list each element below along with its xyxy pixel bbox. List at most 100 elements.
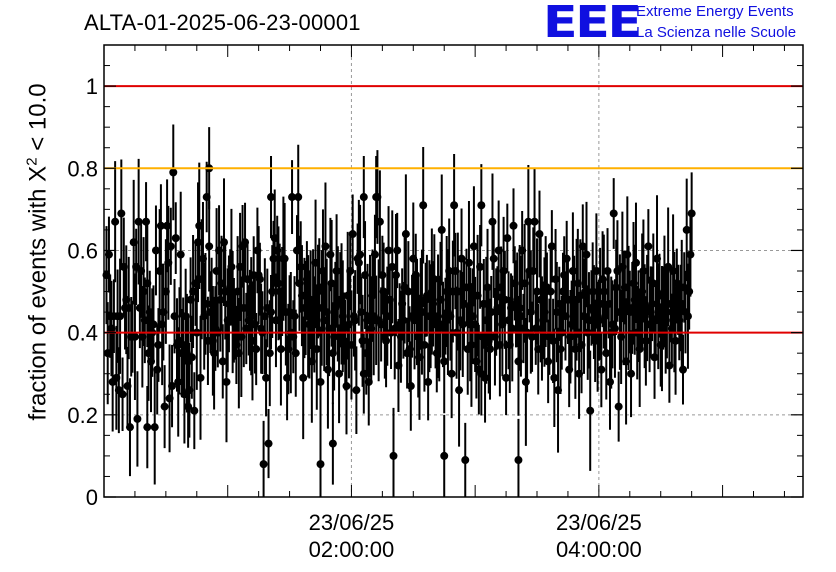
data-point	[427, 287, 436, 296]
data-point	[134, 217, 143, 226]
data-point	[406, 382, 415, 391]
data-point	[483, 283, 492, 292]
data-point	[139, 287, 148, 296]
data-point	[509, 221, 518, 230]
data-point	[429, 299, 438, 308]
data-point	[654, 312, 663, 321]
data-point	[239, 303, 248, 312]
data-point	[617, 332, 626, 341]
data-point	[404, 287, 413, 296]
data-point	[243, 275, 252, 284]
data-point	[516, 312, 525, 321]
data-point	[312, 345, 321, 354]
data-point	[278, 287, 287, 296]
data-point	[332, 267, 341, 275]
data-point	[391, 271, 400, 280]
data-point	[567, 320, 576, 329]
data-point	[447, 369, 456, 378]
data-point	[291, 349, 300, 358]
data-point	[528, 332, 537, 341]
data-point	[357, 308, 366, 317]
data-point	[627, 369, 636, 378]
data-point	[639, 267, 648, 275]
data-point	[546, 287, 555, 296]
data-point	[344, 320, 353, 329]
data-point	[657, 324, 666, 333]
data-point	[224, 299, 233, 308]
data-point	[628, 303, 637, 312]
data-point	[186, 295, 195, 304]
data-point	[417, 308, 426, 317]
data-point	[393, 246, 402, 255]
data-point	[473, 291, 482, 300]
data-point	[661, 316, 670, 325]
data-point	[494, 246, 503, 255]
data-point	[181, 312, 190, 321]
data-point	[630, 295, 639, 304]
data-point	[179, 340, 188, 349]
data-point	[383, 312, 392, 321]
data-point	[614, 402, 623, 411]
data-point	[315, 283, 324, 292]
data-point	[116, 312, 125, 321]
data-point	[111, 217, 120, 226]
data-point	[462, 283, 471, 292]
data-point	[555, 299, 564, 308]
y-tick-label: 0.4	[67, 321, 98, 346]
data-point	[382, 336, 391, 345]
data-point	[145, 308, 154, 317]
data-point	[166, 242, 175, 251]
data-point	[143, 423, 152, 432]
data-point	[377, 320, 386, 329]
data-point	[410, 316, 419, 325]
data-point	[198, 254, 207, 263]
data-point	[326, 250, 335, 259]
data-point	[669, 267, 678, 275]
data-point	[283, 373, 292, 382]
data-point	[174, 377, 183, 386]
data-point	[129, 238, 138, 247]
data-point	[604, 299, 613, 308]
data-point	[170, 312, 179, 321]
data-point	[549, 336, 558, 345]
chart-title: ALTA-01-2025-06-23-00001	[84, 10, 361, 35]
data-point	[327, 279, 336, 288]
data-point	[457, 254, 466, 263]
data-point	[424, 377, 433, 386]
y-tick-label: 0.6	[67, 238, 98, 263]
data-point	[675, 316, 684, 325]
data-point	[482, 316, 491, 325]
data-point	[288, 193, 297, 202]
data-point	[437, 225, 446, 234]
data-point	[356, 250, 365, 259]
data-point	[294, 193, 303, 202]
data-point	[325, 324, 334, 333]
data-point	[440, 451, 449, 460]
data-point	[302, 275, 311, 284]
data-point	[469, 242, 478, 251]
data-point	[504, 316, 513, 325]
data-point	[144, 349, 153, 358]
data-point	[606, 377, 615, 386]
data-point	[503, 234, 512, 243]
data-point	[223, 316, 232, 325]
data-point	[620, 283, 629, 292]
data-point	[207, 299, 216, 308]
data-point	[351, 316, 360, 325]
data-point	[269, 254, 278, 263]
data-point	[529, 267, 538, 275]
data-point	[602, 349, 611, 358]
data-point	[401, 230, 410, 239]
data-point	[347, 340, 356, 349]
data-point	[601, 312, 610, 321]
data-point	[130, 332, 139, 341]
data-point	[158, 320, 167, 329]
data-point	[241, 238, 250, 247]
data-point	[683, 312, 692, 321]
data-point	[665, 361, 674, 370]
data-point	[124, 303, 133, 312]
data-point	[394, 361, 403, 370]
data-point	[648, 299, 657, 308]
data-point	[165, 394, 174, 403]
